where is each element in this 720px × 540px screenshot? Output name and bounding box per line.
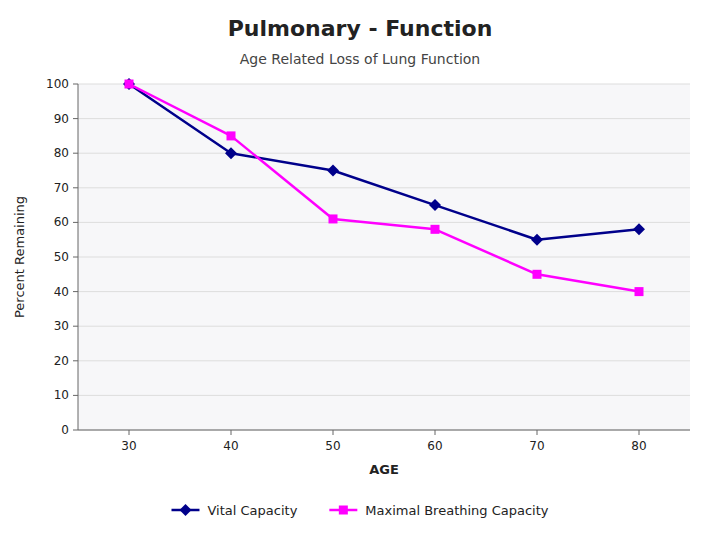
tick (73, 326, 78, 327)
background (0, 0, 720, 540)
legend-label: Vital Capacity (207, 503, 297, 518)
tick (73, 118, 78, 119)
tick-label: 100 (46, 77, 69, 91)
tick-label: 40 (223, 439, 238, 453)
grid-line (78, 326, 690, 327)
tick (639, 430, 640, 435)
tick-label: 10 (54, 388, 69, 402)
x-axis-label: AGE (369, 462, 399, 477)
y-axis-line (78, 84, 79, 430)
grid-line (78, 430, 690, 431)
tick (73, 84, 78, 85)
line (129, 84, 639, 240)
point (429, 199, 441, 211)
point (225, 147, 237, 159)
legend-item: Maximal Breathing Capacity (329, 503, 548, 518)
grid-line (78, 84, 690, 85)
y-axis-label: Percent Remaining (12, 196, 27, 318)
tick-label: 20 (54, 354, 69, 368)
axes: 0 10 20 30 40 50 60 70 80 90 100 30 40 50 60 70 80 (46, 77, 690, 453)
data (123, 78, 645, 296)
grid-line (78, 118, 690, 119)
legend-item: Vital Capacity (171, 503, 297, 518)
point (431, 225, 440, 234)
plot-area (78, 84, 690, 430)
point (633, 223, 645, 235)
line (129, 84, 639, 292)
tick-label: 30 (121, 439, 136, 453)
tick (73, 257, 78, 258)
tick (129, 430, 130, 435)
tick-label: 80 (54, 146, 69, 160)
title: Pulmonary - Function (228, 16, 493, 41)
tick (73, 187, 78, 188)
tick (73, 291, 78, 292)
tick-label: 60 (54, 215, 69, 229)
tick (435, 430, 436, 435)
point (635, 287, 644, 296)
tick-label: 70 (54, 181, 69, 195)
point (123, 78, 135, 90)
tick (73, 222, 78, 223)
subtitle: Age Related Loss of Lung Function (240, 51, 480, 67)
tick-label: 0 (61, 423, 69, 437)
legend-marker (179, 504, 191, 516)
tick-label: 90 (54, 112, 69, 126)
tick-label: 30 (54, 319, 69, 333)
tick-label: 50 (325, 439, 340, 453)
tick-label: 70 (529, 439, 544, 453)
point (227, 131, 236, 140)
point (531, 234, 543, 246)
tick (73, 395, 78, 396)
tick-label: 40 (54, 285, 69, 299)
grid-line (78, 395, 690, 396)
legend: Vital Capacity Maximal Breathing Capacity (171, 503, 548, 518)
tick-label: 60 (427, 439, 442, 453)
tick (537, 430, 538, 435)
point (533, 270, 542, 279)
tick (73, 430, 78, 431)
grid-line (78, 291, 690, 292)
x-axis-line (78, 430, 690, 431)
tick (333, 430, 334, 435)
point (327, 165, 339, 177)
tick-label: 80 (631, 439, 646, 453)
grid-line (78, 257, 690, 258)
tick (73, 360, 78, 361)
chart: Pulmonary - Function Age Related Loss of … (0, 0, 720, 540)
grid-line (78, 153, 690, 154)
grid-line (78, 222, 690, 223)
tick (73, 153, 78, 154)
point (329, 214, 338, 223)
legend-marker (339, 506, 348, 515)
legend-label: Maximal Breathing Capacity (365, 503, 548, 518)
grid-line (78, 360, 690, 361)
tick-label: 50 (54, 250, 69, 264)
tick (231, 430, 232, 435)
point (125, 80, 134, 89)
